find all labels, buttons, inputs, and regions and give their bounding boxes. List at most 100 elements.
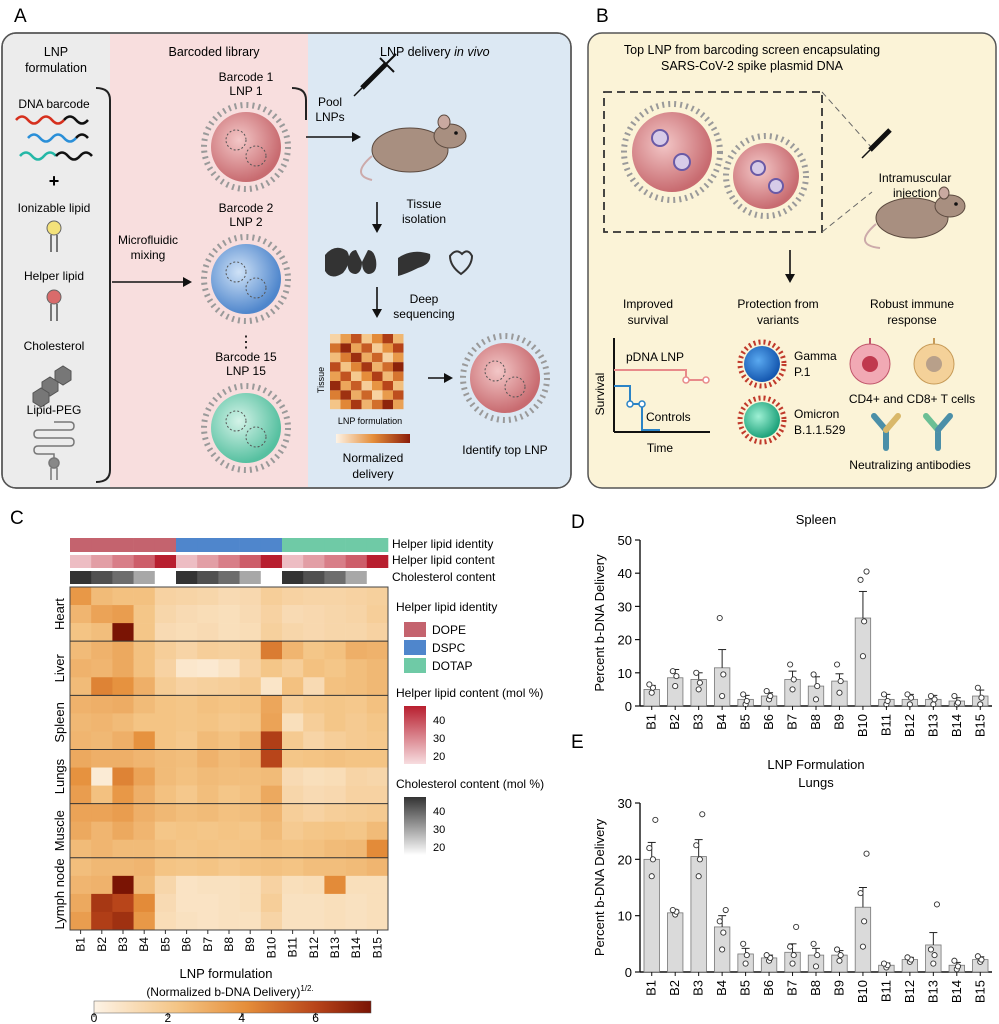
- heatmap-cell: [176, 821, 198, 841]
- heatmap-cell: [218, 803, 240, 822]
- heatmap-cell: [176, 695, 198, 714]
- helper-tick-20: 20: [433, 751, 445, 763]
- data-point: [857, 576, 864, 583]
- helper-content-cell: [197, 555, 219, 568]
- heatmap-cell: [366, 641, 389, 660]
- heatmap-cell: [133, 767, 156, 786]
- helper-content-cell: [133, 555, 156, 568]
- heatmap-cell: [197, 911, 219, 931]
- heatmap-cell: [282, 641, 304, 660]
- helper-content-cell: [91, 555, 113, 568]
- heatmap-cell: [260, 677, 283, 696]
- tissue-label: Lungs: [52, 758, 67, 794]
- heatmap-cell: [260, 641, 283, 660]
- heatmap-cell: [303, 713, 325, 732]
- heatmap-cell: [260, 695, 283, 714]
- heatmap-cell: [70, 911, 92, 931]
- column-label: B13: [328, 937, 342, 959]
- heatmap-cell: [303, 731, 325, 750]
- heatmap-cell: [112, 911, 134, 931]
- heatmap-cell: [366, 893, 389, 913]
- dna-barcode-icon: [15, 115, 93, 161]
- mini-heat-cell: [393, 399, 404, 410]
- mini-heat-cell: [351, 362, 362, 372]
- mini-heat-cell: [382, 381, 393, 391]
- heatmap-cell: [133, 623, 156, 642]
- pdna-lnp-label: pDNA LNP: [626, 350, 684, 364]
- heatmap-cell: [345, 893, 368, 913]
- helper-lipid-label: Helper lipid: [24, 269, 84, 283]
- heatmap-cell: [260, 803, 283, 822]
- data-point: [931, 696, 938, 703]
- heatmap-cell: [366, 839, 389, 859]
- delivery-header: LNP delivery in vivo: [380, 45, 490, 59]
- data-point: [719, 946, 726, 953]
- x-tick-label: B6: [761, 980, 776, 996]
- heatmap-cell: [239, 605, 262, 624]
- x-tick-label: B6: [761, 714, 776, 730]
- heatmap-cell: [176, 875, 198, 895]
- mini-heat-cell: [361, 334, 372, 344]
- panel-letter-e: E: [571, 732, 584, 753]
- data-point: [863, 850, 870, 857]
- mini-heat-cell: [372, 381, 383, 391]
- heatmap-cell: [239, 785, 262, 804]
- heatmap-cell: [345, 587, 368, 606]
- heatmap-cell: [303, 659, 325, 678]
- heatmap-cell: [91, 911, 113, 931]
- mini-heat-cell: [351, 352, 362, 363]
- heatmap-cell: [218, 857, 240, 877]
- data-point: [742, 960, 749, 967]
- heatmap-cell: [303, 605, 325, 624]
- ellipsis-dots: ⋮: [238, 334, 254, 351]
- injection-label-2: injection: [893, 186, 937, 200]
- data-point: [908, 694, 915, 701]
- heatmap-cell: [324, 767, 346, 786]
- heatmap-cell: [197, 623, 219, 642]
- column-label: B10: [264, 937, 278, 959]
- data-point: [740, 691, 747, 698]
- heatmap-cell: [282, 713, 304, 732]
- mini-heat-cell: [361, 390, 372, 400]
- data-point: [646, 845, 653, 852]
- heatmap-cell: [345, 713, 368, 732]
- heatmap-cell: [324, 857, 346, 877]
- heatmap-cell: [133, 587, 156, 606]
- heatmap-cell: [70, 605, 92, 624]
- mini-heatmap-formulation-label: LNP formulation: [338, 416, 402, 426]
- heatmap-cell: [239, 857, 262, 877]
- ionizable-lipid-label: Ionizable lipid: [18, 201, 91, 215]
- helper-tick-30: 30: [433, 733, 445, 745]
- normalized-label-2: delivery: [352, 467, 393, 481]
- heatmap-cell: [366, 731, 389, 750]
- mini-heat-cell: [393, 371, 404, 381]
- plus-sign: +: [49, 171, 60, 191]
- data-point: [836, 689, 843, 696]
- heatmap-cell: [303, 821, 325, 841]
- tissue-label: Muscle: [52, 810, 67, 851]
- panel-c-heatmap: Helper lipid identity Helper lipid conte…: [52, 537, 544, 1024]
- bar: [854, 617, 872, 707]
- cholesterol-content-cell: [366, 571, 389, 584]
- helper-lipid-icon: [46, 289, 62, 321]
- heatmap-cell: [260, 821, 283, 841]
- omicron-label-1: Omicron: [794, 407, 839, 421]
- identity-cell: [324, 538, 346, 552]
- data-point: [767, 692, 774, 700]
- heatmap-cell: [133, 677, 156, 696]
- heatmap-cell: [176, 587, 198, 606]
- helper-content-cell: [218, 555, 240, 568]
- heatmap-cell: [366, 875, 389, 895]
- heatmap-cell: [91, 821, 113, 841]
- helper-content-cell: [324, 555, 346, 568]
- data-point: [646, 681, 653, 688]
- column-label: B1: [74, 937, 88, 952]
- x-tick-label: B10: [855, 714, 870, 737]
- data-point: [652, 816, 659, 823]
- heatmap-cell: [176, 911, 198, 931]
- cholesterol-content-cell: [303, 571, 325, 584]
- heatmap-cell: [91, 713, 113, 732]
- heatmap-cell: [91, 605, 113, 624]
- x-tick-label: B7: [785, 714, 800, 730]
- pool-label-2: LNPs: [315, 110, 344, 124]
